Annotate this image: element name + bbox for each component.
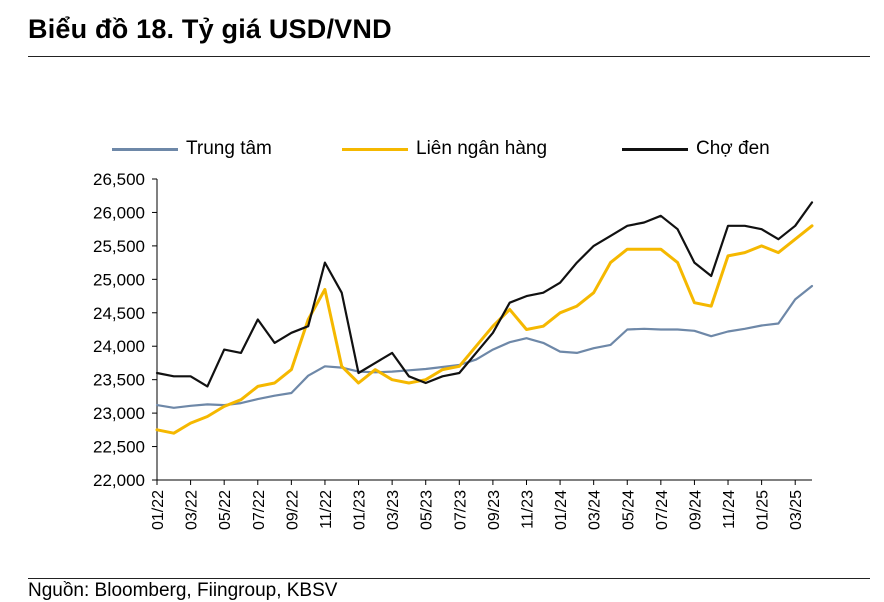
x-tick-label: 09/23 xyxy=(486,490,503,530)
page-title: Biểu đồ 18. Tỷ giá USD/VND xyxy=(28,14,392,44)
x-tick-label: 05/23 xyxy=(419,490,436,530)
x-tick-label: 07/24 xyxy=(654,490,671,530)
legend-label-trung-tam: Trung tâm xyxy=(186,138,272,159)
x-tick-label: 03/22 xyxy=(184,490,201,530)
y-tick-label: 24,500 xyxy=(93,304,145,323)
x-tick-label: 11/23 xyxy=(519,490,536,529)
x-tick-label: 01/24 xyxy=(553,490,570,530)
x-tick-label: 05/22 xyxy=(217,490,234,530)
x-tick-label: 01/23 xyxy=(352,490,369,530)
legend-swatch-trung-tam xyxy=(112,147,178,151)
x-tick-label: 07/22 xyxy=(251,490,268,530)
y-tick-label: 24,000 xyxy=(93,337,145,356)
source-note: Nguồn: Bloomberg, Fiingroup, KBSV xyxy=(28,580,338,601)
x-tick-label: 09/24 xyxy=(687,490,704,530)
x-tick-label: 01/22 xyxy=(150,490,167,530)
y-tick-label: 26,500 xyxy=(93,170,145,189)
legend-item-lien-ngan-hang: Liên ngân hàng xyxy=(342,138,547,160)
y-tick-label: 23,000 xyxy=(93,404,145,423)
series-line-2 xyxy=(155,201,814,388)
x-tick-label: 07/23 xyxy=(452,490,469,530)
x-tick-label: 11/22 xyxy=(318,490,335,529)
chart-legend: Trung tâm Liên ngân hàng Chợ đen xyxy=(0,138,884,164)
y-tick-label: 22,500 xyxy=(93,438,145,457)
series-line-1 xyxy=(155,224,814,435)
legend-item-trung-tam: Trung tâm xyxy=(112,138,272,160)
y-tick-label: 25,000 xyxy=(93,270,145,289)
y-tick-label: 25,500 xyxy=(93,237,145,256)
y-tick-label: 23,500 xyxy=(93,371,145,390)
y-tick-label: 26,000 xyxy=(93,203,145,222)
title-divider xyxy=(28,56,870,57)
source-divider xyxy=(28,578,870,579)
legend-label-lien-ngan-hang: Liên ngân hàng xyxy=(416,138,548,159)
x-tick-label: 05/24 xyxy=(620,490,637,530)
legend-item-cho-den: Chợ đen xyxy=(622,138,770,160)
x-tick-label: 11/24 xyxy=(721,490,738,529)
y-tick-label: 22,000 xyxy=(93,471,145,490)
x-tick-label: 01/25 xyxy=(755,490,772,530)
x-tick-label: 03/23 xyxy=(385,490,402,530)
legend-swatch-cho-den xyxy=(622,147,688,151)
series-line-0 xyxy=(155,284,814,409)
legend-label-cho-den: Chợ đen xyxy=(696,138,770,159)
x-tick-label: 03/24 xyxy=(587,490,604,530)
legend-swatch-lien-ngan-hang xyxy=(342,147,408,151)
x-tick-label: 03/25 xyxy=(788,490,805,530)
x-tick-label: 09/22 xyxy=(284,490,301,530)
